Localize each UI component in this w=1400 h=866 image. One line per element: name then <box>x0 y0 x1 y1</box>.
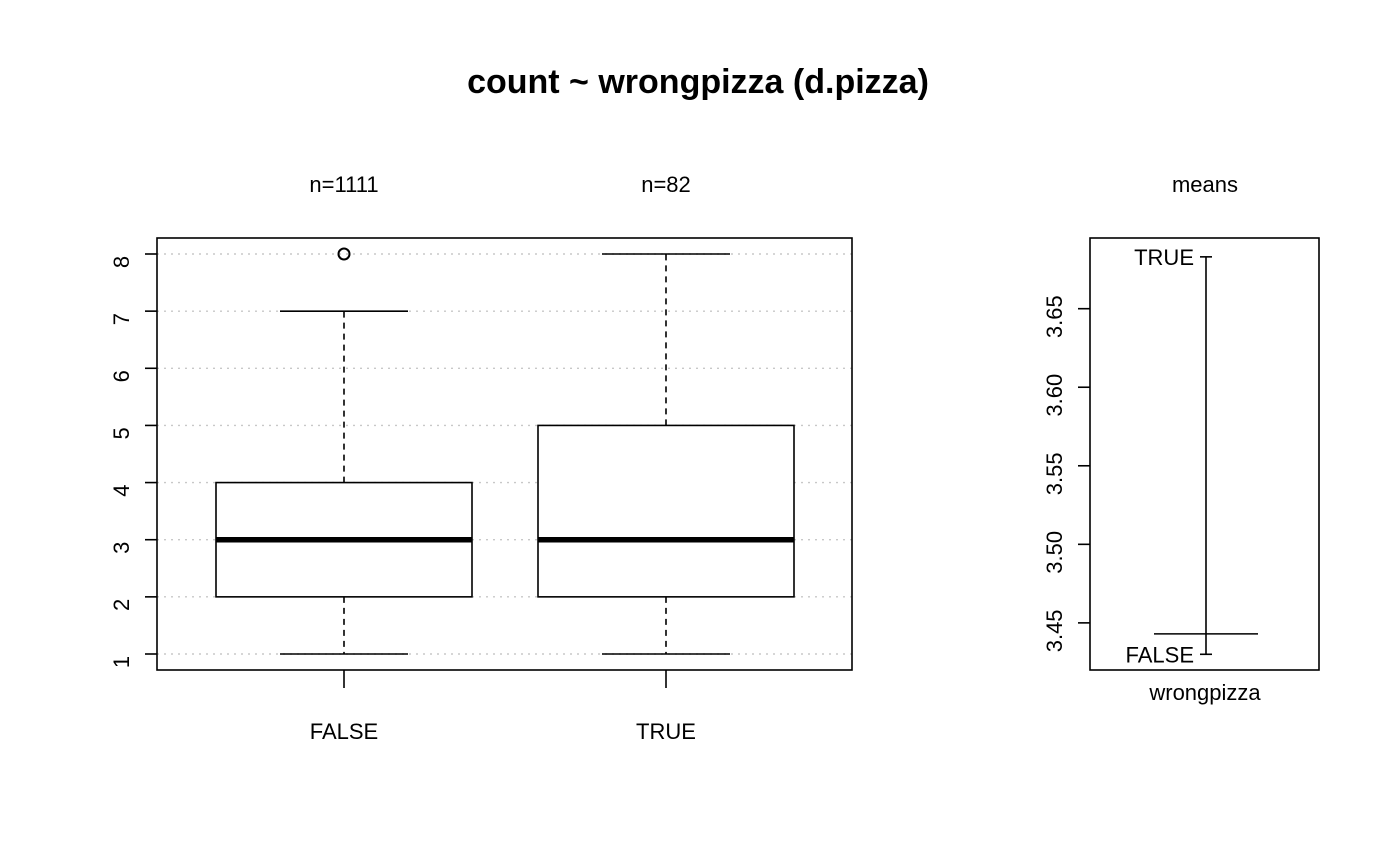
y-tick-label: 3 <box>109 542 134 554</box>
means-panel-title: means <box>1172 172 1238 197</box>
y-tick-label: 2 <box>109 599 134 611</box>
means-x-axis-label: wrongpizza <box>1148 680 1261 705</box>
means-y-tick-label: 3.45 <box>1042 609 1067 652</box>
y-tick-label: 1 <box>109 656 134 668</box>
boxplot-frame <box>156 237 853 671</box>
means-frame <box>1089 237 1320 671</box>
group-mean-label: TRUE <box>1134 245 1194 270</box>
y-tick-label: 6 <box>109 370 134 382</box>
means-y-tick-label: 3.60 <box>1042 374 1067 417</box>
iqr-box <box>537 424 795 598</box>
y-tick-label: 4 <box>109 484 134 496</box>
y-tick-label: 5 <box>109 427 134 439</box>
chart-title: count ~ wrongpizza (d.pizza) <box>467 63 929 101</box>
means-panel: means 3.45 3.50 3.55 3.60 3.65 TRUE FALSE wro… <box>1042 172 1320 705</box>
means-y-tick-label: 3.50 <box>1042 531 1067 574</box>
y-tick-label: 8 <box>109 256 134 268</box>
x-tick-label: TRUE <box>636 719 696 744</box>
boxplot-panel: 1 2 3 4 5 6 7 8 FALSE TRUE n=1111 n=82 <box>109 172 853 744</box>
box-false <box>215 247 473 655</box>
group-count-label: n=82 <box>641 172 691 197</box>
box-true <box>537 253 795 655</box>
outlier-point <box>337 247 351 261</box>
x-tick-label: FALSE <box>310 719 378 744</box>
means-y-tick-label: 3.65 <box>1042 295 1067 338</box>
y-tick-label: 7 <box>109 313 134 325</box>
group-count-label: n=1111 <box>309 172 378 197</box>
group-mean-label: FALSE <box>1126 642 1194 667</box>
means-y-tick-label: 3.55 <box>1042 452 1067 495</box>
